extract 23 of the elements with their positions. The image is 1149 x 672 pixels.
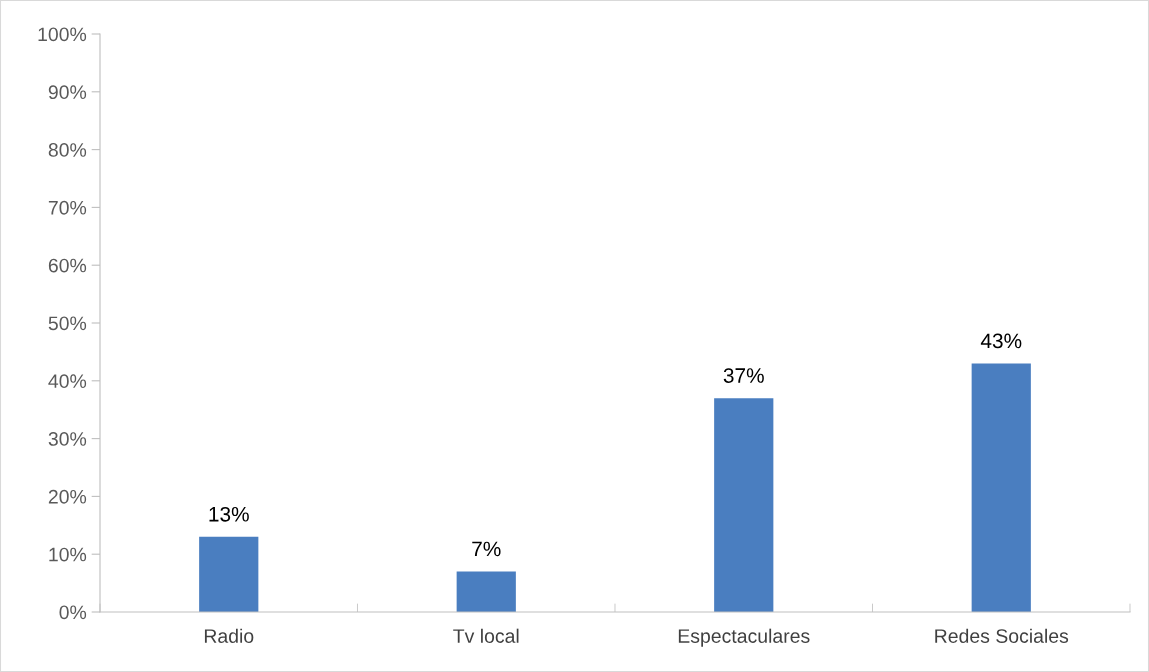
y-tick-label: 10% xyxy=(49,547,87,562)
y-tick-label: 30% xyxy=(48,432,87,446)
bar xyxy=(971,363,1031,612)
y-tick-label: 90% xyxy=(48,85,87,100)
data-label: 43% xyxy=(980,333,1022,349)
y-tick-label: 70% xyxy=(48,200,87,215)
data-label: 7% xyxy=(472,541,501,557)
y-tick-label: 50% xyxy=(48,316,87,331)
x-tick-label: Redes Sociales xyxy=(935,628,1069,643)
x-tick-label: Tv local xyxy=(453,628,519,643)
y-tick-label: 0% xyxy=(59,605,87,620)
x-tick-label: Espectaculares xyxy=(678,628,810,647)
x-tick-label: Radio xyxy=(204,628,254,643)
bar xyxy=(199,536,259,612)
y-tick-label: 20% xyxy=(48,489,87,504)
y-tick-label: 100% xyxy=(38,27,87,42)
data-label: 13% xyxy=(209,506,249,522)
data-label: 37% xyxy=(723,368,764,383)
y-tick-label: 40% xyxy=(48,374,87,389)
bar xyxy=(456,571,516,612)
bar xyxy=(714,398,774,612)
y-tick-label: 80% xyxy=(48,143,87,157)
y-tick-label: 60% xyxy=(48,258,87,273)
